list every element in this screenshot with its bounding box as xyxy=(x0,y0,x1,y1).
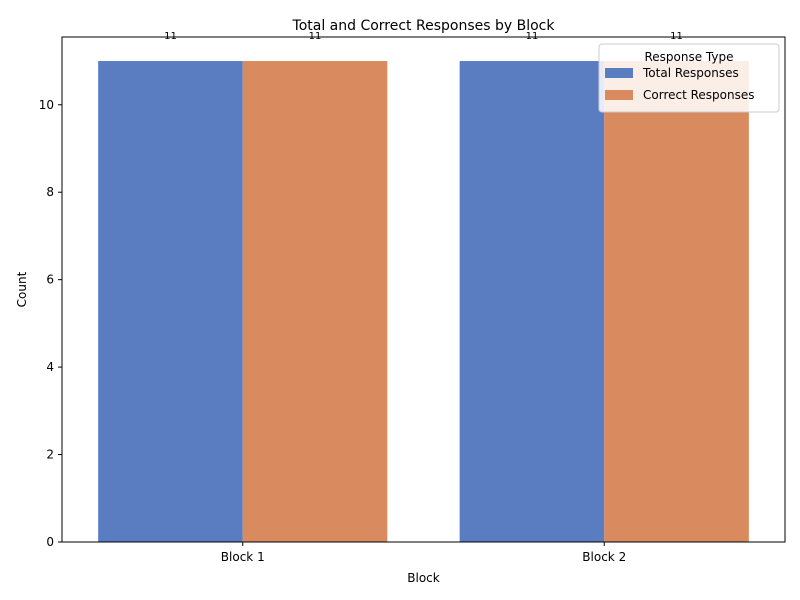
y-axis: 0 2 4 6 8 10 xyxy=(39,98,62,549)
x-axis: Block 1 Block 2 xyxy=(221,542,626,564)
legend: Response Type Total Responses Correct Resp… xyxy=(598,43,780,113)
legend-label-1: Total Responses xyxy=(642,66,739,80)
legend-swatch-2 xyxy=(605,90,633,100)
x-tick-label: Block 1 xyxy=(221,550,265,564)
y-tick-label: 4 xyxy=(46,360,54,374)
legend-title: Response Type xyxy=(644,50,733,64)
legend-box xyxy=(598,43,780,113)
y-tick-label: 0 xyxy=(46,535,54,549)
y-tick-label: 6 xyxy=(46,273,54,287)
legend-label-2: Correct Responses xyxy=(643,88,755,102)
y-axis-title: Count xyxy=(15,271,29,307)
bar-2-2 xyxy=(604,61,749,543)
bars-layer xyxy=(98,61,749,543)
plot-frame xyxy=(61,36,786,543)
y-tick-label: 2 xyxy=(46,448,54,462)
bar-1-2 xyxy=(242,61,388,543)
bar-2-1 xyxy=(459,61,605,543)
y-tick-label: 10 xyxy=(39,98,54,112)
legend-swatch-1 xyxy=(605,68,633,78)
bar-1-1 xyxy=(98,61,243,543)
x-tick-label: Block 2 xyxy=(582,550,626,564)
y-tick-label: 8 xyxy=(46,185,54,199)
chart-title: Total and Correct Responses by Block xyxy=(292,18,556,34)
x-axis-title: Block xyxy=(407,571,440,585)
